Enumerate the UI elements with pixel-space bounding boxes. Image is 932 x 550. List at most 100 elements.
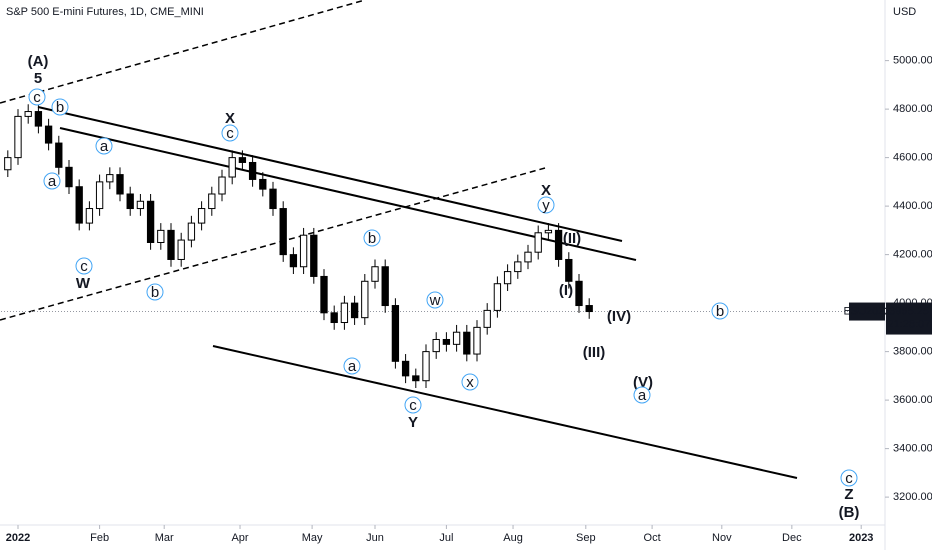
- axis-unit: USD: [893, 6, 916, 18]
- wave-label: (V): [633, 374, 653, 391]
- candle-body: [493, 283, 502, 311]
- candle-body: [401, 360, 410, 377]
- candle-body: [44, 125, 53, 144]
- candle-body: [503, 271, 512, 285]
- candle-body: [269, 188, 277, 210]
- candle-body: [238, 157, 247, 163]
- candle-body: [381, 266, 389, 307]
- candle-body: [299, 234, 308, 268]
- trend-line: [212, 345, 798, 479]
- wave-label: (IV): [607, 308, 631, 325]
- candle-body: [310, 234, 318, 277]
- candle-body: [167, 229, 175, 260]
- candle-body: [565, 258, 573, 282]
- wave-circle: [146, 283, 164, 301]
- candle-body: [85, 208, 94, 224]
- x-tick-label: 2023: [849, 532, 873, 544]
- y-tick-label: 3200.00: [893, 491, 932, 503]
- candle-body: [473, 326, 481, 355]
- y-tick-label: 3800.00: [893, 346, 932, 358]
- candle-body: [65, 166, 73, 188]
- wave-label: b: [56, 99, 64, 116]
- y-tick-label: 4600.00: [893, 152, 932, 164]
- candle-body: [75, 186, 83, 224]
- wave-label: c: [409, 397, 417, 414]
- wave-label: b: [368, 230, 376, 247]
- wave-label: (III): [583, 344, 606, 361]
- wave-circle: [51, 98, 69, 116]
- y-tick-label: 5000.00: [893, 55, 932, 67]
- wave-label: (II): [563, 230, 581, 247]
- candle-body: [177, 239, 185, 260]
- candle-body: [197, 208, 206, 224]
- wave-circle: [363, 229, 381, 247]
- candle-body: [116, 174, 124, 195]
- candle-body: [340, 302, 349, 324]
- candle-body: [412, 375, 420, 382]
- trend-line: [0, 0, 366, 104]
- x-tick-label: Mar: [155, 532, 174, 544]
- wave-label: (B): [839, 504, 860, 521]
- wave-label: c: [33, 89, 41, 106]
- candle-body: [585, 305, 593, 313]
- candle-body: [371, 266, 379, 282]
- candle-body: [24, 111, 32, 117]
- candle-body: [279, 208, 287, 256]
- candle-body: [463, 331, 471, 355]
- candle-body: [187, 222, 196, 241]
- wave-label: a: [100, 138, 109, 155]
- wave-circle: [840, 469, 858, 487]
- wave-label: Z: [844, 486, 853, 503]
- x-tick-label: Oct: [644, 532, 661, 544]
- countdown-label: 21:28:07: [888, 318, 931, 330]
- candle-body: [554, 229, 563, 260]
- wave-label: 5: [34, 70, 42, 87]
- candle-body: [483, 309, 491, 328]
- wave-label: (A): [28, 53, 49, 70]
- candle-body: [228, 157, 236, 178]
- wave-label: W: [76, 275, 91, 292]
- candle-body: [208, 193, 216, 210]
- symbol-label: ESU2022: [843, 305, 890, 317]
- x-tick-label: Aug: [503, 532, 523, 544]
- candle-body: [350, 302, 359, 319]
- wave-circle: [95, 137, 113, 155]
- x-tick-label: Apr: [231, 532, 248, 544]
- wave-label: a: [348, 358, 357, 375]
- wave-label: a: [48, 173, 57, 190]
- candle-body: [106, 174, 114, 183]
- wave-label: x: [466, 374, 474, 391]
- x-tick-label: 2022: [6, 532, 30, 544]
- y-tick-label: 3600.00: [893, 394, 932, 406]
- wave-circle: [426, 291, 444, 309]
- candle-body: [320, 275, 328, 314]
- symbol-badge: [849, 302, 885, 321]
- wave-label: (I): [559, 282, 573, 299]
- wave-circle: [343, 357, 361, 375]
- candle-body: [289, 254, 298, 268]
- candle-body: [4, 157, 12, 171]
- wave-circle: [43, 172, 61, 190]
- candle-body: [432, 338, 440, 353]
- wave-label: b: [716, 303, 724, 320]
- wave-circle: [633, 386, 651, 404]
- price-label: 3965.25: [889, 305, 929, 317]
- wave-circle: [711, 302, 729, 320]
- candle-body: [157, 229, 165, 243]
- candle-body: [575, 280, 583, 307]
- y-tick-label: 4800.00: [893, 103, 932, 115]
- candle-body: [126, 193, 134, 210]
- wave-label: b: [151, 284, 159, 301]
- y-tick-label: 4200.00: [893, 249, 932, 261]
- wave-label: c: [226, 125, 234, 142]
- x-tick-label: May: [302, 532, 323, 544]
- candle-body: [55, 142, 63, 168]
- x-tick-label: Nov: [712, 532, 732, 544]
- x-tick-label: Sep: [576, 532, 596, 544]
- candle-body: [330, 312, 338, 324]
- wave-label: X: [225, 110, 235, 127]
- trend-line: [0, 167, 546, 321]
- candle-body: [248, 161, 257, 180]
- candle-body: [452, 331, 461, 345]
